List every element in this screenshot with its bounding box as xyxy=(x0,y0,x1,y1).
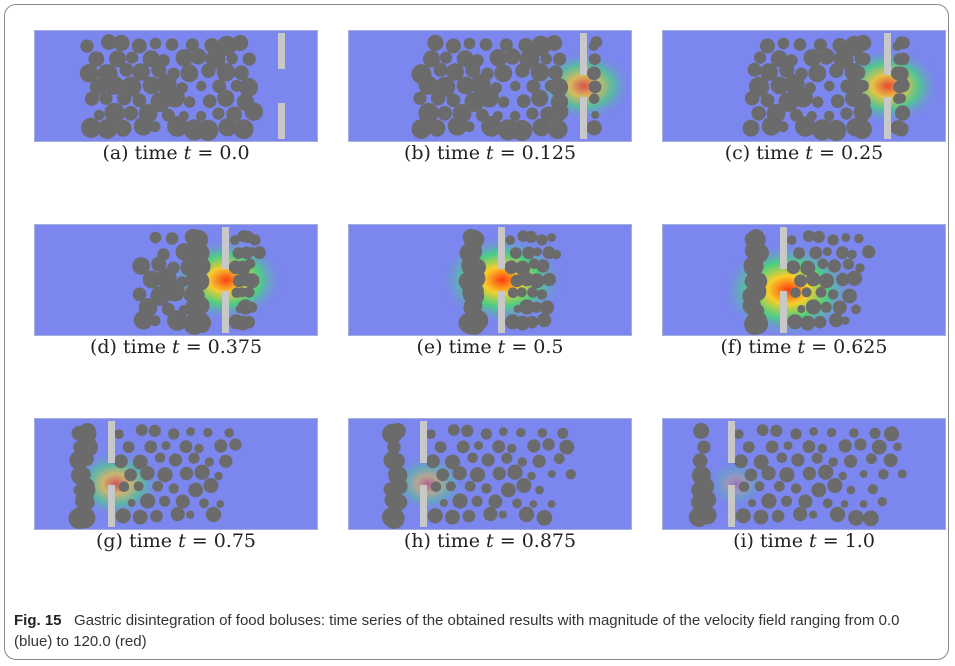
simulation-canvas xyxy=(348,30,632,142)
panel-caption-d: (d) time t = 0.375 xyxy=(89,336,263,358)
panel-h xyxy=(348,418,632,530)
figure-label: Fig. 15 xyxy=(14,612,62,629)
panel-d xyxy=(34,224,318,336)
panel-caption-i: (i) time t = 1.0 xyxy=(733,530,875,552)
simulation-canvas xyxy=(348,224,632,336)
simulation-canvas xyxy=(34,418,318,530)
panel-b xyxy=(348,30,632,142)
panel-e xyxy=(348,224,632,336)
panel-caption-e: (e) time t = 0.5 xyxy=(416,336,564,358)
panel-g xyxy=(34,418,318,530)
simulation-canvas xyxy=(34,30,318,142)
panel-caption-c: (c) time t = 0.25 xyxy=(724,142,884,164)
panel-caption-b: (b) time t = 0.125 xyxy=(403,142,577,164)
figure-caption-text: Gastric disintegration of food boluses: … xyxy=(14,612,900,650)
panel-caption-g: (g) time t = 0.75 xyxy=(95,530,257,552)
simulation-canvas xyxy=(662,418,946,530)
simulation-canvas xyxy=(662,30,946,142)
figure-caption: Fig. 15 Gastric disintegration of food b… xyxy=(14,610,934,652)
panel-caption-a: (a) time t = 0.0 xyxy=(102,142,250,164)
panel-c xyxy=(662,30,946,142)
panel-f xyxy=(662,224,946,336)
simulation-canvas xyxy=(662,224,946,336)
simulation-canvas xyxy=(348,418,632,530)
figure-grid: (a) time t = 0.0 (b) time t = 0.125 (c) … xyxy=(34,30,946,552)
simulation-canvas xyxy=(34,224,318,336)
panel-i xyxy=(662,418,946,530)
panel-caption-h: (h) time t = 0.875 xyxy=(403,530,577,552)
panel-caption-f: (f) time t = 0.625 xyxy=(720,336,888,358)
panel-a xyxy=(34,30,318,142)
